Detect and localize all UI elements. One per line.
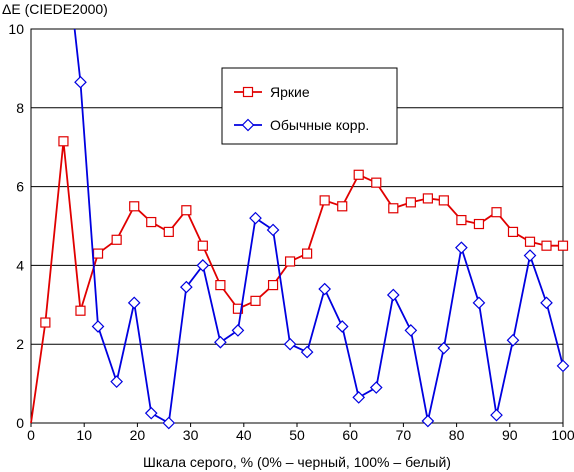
data-point [40,317,51,328]
data-point [491,207,502,218]
data-point [422,193,433,204]
x-axis-title: Шкала серого, % (0% – черный, 100% – бел… [143,454,451,470]
data-point [388,203,399,214]
data-point [472,296,486,310]
data-point [74,75,87,89]
data-point [421,414,435,428]
data-point [473,218,485,230]
data-point [196,259,210,272]
data-point [507,226,519,238]
x-tick-label: 30 [183,427,199,443]
data-point [111,234,122,245]
data-point [556,359,570,373]
data-point [283,337,297,351]
data-point [242,86,254,98]
data-point [232,303,244,314]
data-point [58,136,69,147]
data-point [231,324,245,337]
data-point [302,248,313,259]
x-tick-label: 100 [551,427,574,443]
x-tick-label: 90 [502,427,518,443]
data-point [438,195,449,206]
x-tick-label: 10 [76,427,92,443]
data-point [523,249,537,262]
y-tick-label: 4 [16,257,24,273]
data-point [318,282,332,296]
legend-label: Яркие [270,84,310,100]
data-point [284,256,296,267]
x-tick-label: 70 [396,427,412,443]
data-point [404,324,418,337]
x-tick-label: 0 [27,427,35,443]
y-tick-label: 10 [8,21,24,37]
data-point [127,296,141,310]
legend-label: Обычные корр. [270,117,369,133]
data-point [300,345,314,359]
data-point [524,236,536,247]
legend: Яркие Обычные корр. [221,67,398,145]
x-tick-label: 20 [130,427,146,443]
series-normal [73,28,570,430]
data-point [181,205,192,216]
data-point [319,195,330,206]
data-point [179,280,193,294]
data-point [490,408,503,422]
y-tick-label: 8 [16,100,24,116]
data-point [146,216,157,228]
x-tick-label: 50 [289,427,305,443]
data-point [371,177,382,188]
series-layer [30,28,570,430]
data-point [214,335,227,349]
data-point [266,223,280,237]
data-point [506,333,520,347]
series-line [30,141,563,424]
y-axis-title: ΔE (CIEDE2000) [2,1,108,17]
data-point [91,320,105,333]
data-point [92,248,104,259]
data-point [215,280,226,291]
series-bright [30,136,569,424]
data-point [162,416,176,430]
data-point [352,391,366,404]
y-tick-label: 0 [16,415,24,431]
data-point [540,296,553,310]
data-point [541,240,552,251]
legend-box [221,67,398,145]
x-tick-label: 40 [236,427,252,443]
data-point [144,406,158,420]
data-point [386,288,400,302]
series-line [73,28,564,425]
data-point [267,280,279,291]
data-point [405,197,416,208]
data-point [241,118,255,132]
data-point [129,201,140,212]
x-tick-label: 80 [449,427,465,443]
data-point [455,241,468,255]
data-point [437,341,451,355]
data-point [335,320,349,333]
data-point [110,375,124,388]
data-point [249,211,262,225]
data-point [250,295,261,306]
x-tick-label: 60 [342,427,358,443]
data-point [75,305,86,316]
y-tick-label: 2 [16,336,24,352]
data-point [197,240,208,251]
data-point [369,381,383,394]
data-point [163,226,174,238]
data-point [456,214,467,226]
data-point [353,169,364,180]
data-point [557,240,569,251]
y-tick-label: 6 [16,179,24,195]
data-point [337,201,348,212]
